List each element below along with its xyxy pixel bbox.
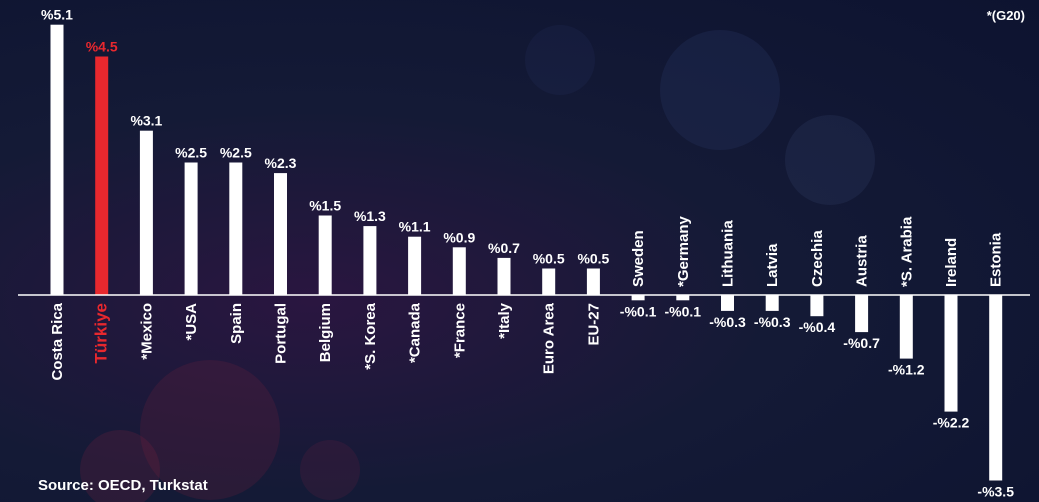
bar-0 — [50, 24, 64, 295]
value-label-14: -%0.1 — [665, 303, 702, 319]
bar-9 — [452, 247, 466, 295]
bar-3 — [184, 162, 198, 295]
bar-14 — [676, 295, 690, 301]
bar-21 — [989, 295, 1003, 481]
source-note: Source: OECD, Turkstat — [38, 477, 208, 494]
category-label-14: *Germany — [675, 215, 692, 287]
category-label-0: Costa Rica — [49, 302, 66, 380]
bar-18 — [855, 295, 869, 333]
value-label-0: %5.1 — [41, 7, 73, 23]
value-label-1: %4.5 — [86, 39, 118, 55]
category-label-1: Türkiye — [92, 303, 111, 363]
category-label-15: Lithuania — [720, 220, 737, 287]
category-label-20: Ireland — [943, 238, 960, 287]
category-label-4: Spain — [228, 303, 245, 344]
category-label-18: Austria — [854, 235, 871, 287]
value-label-11: %0.5 — [533, 251, 565, 267]
value-label-7: %1.3 — [354, 208, 386, 224]
value-label-19: -%1.2 — [888, 362, 925, 378]
bar-7 — [363, 226, 377, 295]
value-label-4: %2.5 — [220, 145, 252, 161]
value-label-16: -%0.3 — [754, 314, 791, 330]
bar-4 — [229, 162, 243, 295]
value-label-3: %2.5 — [175, 145, 207, 161]
category-label-8: *Canada — [407, 302, 424, 363]
bar-16 — [765, 295, 779, 311]
value-label-18: -%0.7 — [843, 335, 880, 351]
g20-note: *(G20) — [986, 8, 1025, 23]
category-label-21: Estonia — [988, 232, 1005, 287]
bar-2 — [139, 130, 153, 295]
bar-12 — [586, 268, 600, 295]
value-label-2: %3.1 — [130, 113, 162, 129]
bar-6 — [318, 215, 332, 295]
category-label-13: Sweden — [630, 230, 647, 287]
category-label-19: *S. Arabia — [898, 216, 915, 287]
value-label-8: %1.1 — [399, 219, 431, 235]
bar-8 — [408, 236, 422, 295]
category-label-6: Belgium — [317, 303, 334, 362]
bar-20 — [944, 295, 958, 412]
category-label-12: EU-27 — [585, 303, 602, 346]
value-label-9: %0.9 — [443, 229, 475, 245]
bar-10 — [497, 257, 511, 295]
value-label-12: %0.5 — [577, 251, 609, 267]
value-label-20: -%2.2 — [933, 415, 970, 431]
value-label-10: %0.7 — [488, 240, 520, 256]
category-label-17: Czechia — [809, 230, 826, 287]
value-label-5: %2.3 — [265, 155, 297, 171]
category-label-2: *Mexico — [138, 303, 155, 360]
value-label-15: -%0.3 — [709, 314, 746, 330]
bar-17 — [810, 295, 824, 317]
bar-11 — [542, 268, 556, 295]
category-label-16: Latvia — [764, 243, 781, 287]
category-label-10: *Italy — [496, 302, 513, 339]
value-label-21: -%3.5 — [977, 484, 1014, 500]
category-label-5: Portugal — [273, 303, 290, 364]
value-label-6: %1.5 — [309, 198, 341, 214]
category-label-9: *France — [451, 303, 468, 358]
bar-13 — [631, 295, 645, 301]
bars-group: %5.1 Costa Rica %4.5 Türkiye %3.1 *Mexico %2.5… — [41, 7, 1014, 500]
category-label-3: *USA — [183, 303, 200, 341]
bar-1 — [95, 56, 109, 295]
value-label-17: -%0.4 — [799, 319, 836, 335]
category-label-7: *S. Korea — [362, 302, 379, 369]
value-label-13: -%0.1 — [620, 303, 657, 319]
bar-5 — [274, 173, 287, 295]
bar-15 — [721, 295, 734, 311]
category-label-11: Euro Area — [541, 302, 558, 374]
bar-19 — [899, 295, 913, 359]
